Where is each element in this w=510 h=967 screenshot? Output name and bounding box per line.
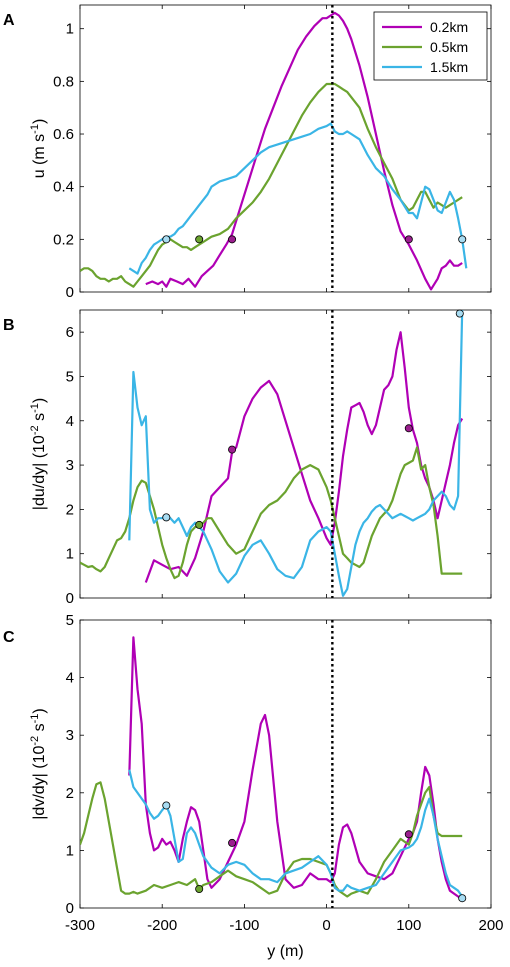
y-tick-label: 6 xyxy=(66,324,74,341)
series-group xyxy=(80,310,464,597)
y-tick-label: 3 xyxy=(66,727,74,744)
y-tick-label: 0 xyxy=(66,900,74,917)
axes-box xyxy=(79,4,492,293)
y-axis-label-unit: s xyxy=(31,723,48,735)
series-line-0p5km xyxy=(80,446,463,580)
y-axis-label-main: u (m s xyxy=(31,134,48,178)
data-marker xyxy=(404,830,413,839)
y-tick-label: 5 xyxy=(66,612,74,629)
y-tick-label: 0 xyxy=(66,590,74,607)
x-axis-label: y (m) xyxy=(267,943,303,960)
x-tick-label: -100 xyxy=(229,917,259,934)
y-tick-label: 3 xyxy=(66,457,74,474)
panel-label: A xyxy=(3,12,15,29)
data-marker xyxy=(195,884,204,893)
series-line-0p2km xyxy=(144,331,464,583)
y-axis-label: |du/dy| (10-2 s-1) xyxy=(29,398,48,510)
series-line-1p5km xyxy=(128,122,468,275)
x-tick-label: -300 xyxy=(65,917,95,934)
data-marker xyxy=(404,235,413,244)
y-axis-label-unit: s xyxy=(31,413,48,425)
data-marker xyxy=(455,309,464,318)
x-tick-label: 100 xyxy=(396,917,421,934)
data-marker xyxy=(228,445,237,454)
data-marker xyxy=(404,424,413,433)
data-marker xyxy=(458,894,467,903)
data-marker xyxy=(162,235,171,244)
x-tick-label: 0 xyxy=(322,917,330,934)
y-tick-label: 2 xyxy=(66,785,74,802)
y-tick-label: 4 xyxy=(66,413,74,430)
series-line-1p5km xyxy=(128,769,464,898)
y-axis-label-exponent: -2 xyxy=(29,736,41,746)
y-tick-label: 0 xyxy=(66,284,74,301)
y-axis-label: |dv/dy| (10-2 s-1) xyxy=(29,708,48,819)
y-tick-label: 1 xyxy=(66,21,74,38)
legend-label: 0.2km xyxy=(430,19,468,35)
y-axis-label-exponent: -1 xyxy=(29,124,41,134)
y-axis-label-main: |dv/dy| (10 xyxy=(31,746,48,820)
series-line-1p5km xyxy=(128,310,464,597)
y-tick-label: 1 xyxy=(66,842,74,859)
series-group xyxy=(80,11,468,291)
series-line-0p5km xyxy=(80,781,463,898)
x-tick-label: 200 xyxy=(478,917,503,934)
panel-c: 0 1 2 3 4 5 -300 -200 -100 0 100 200 y (m) |dv/dy| (1… xyxy=(3,612,504,960)
y-axis-label-main: |du/dy| (10 xyxy=(31,435,48,510)
series-group xyxy=(80,636,464,901)
y-axis-label-tail: ) xyxy=(31,398,48,403)
y-tick-label: 1 xyxy=(66,546,74,563)
data-marker xyxy=(162,513,171,522)
data-marker xyxy=(228,235,237,244)
panel-b: 0 1 2 3 4 5 6 |du/dy| (10-2 s-1) B xyxy=(3,309,492,607)
y-tick-label: 2 xyxy=(66,501,74,518)
series-line-0p2km xyxy=(145,11,463,291)
data-marker xyxy=(458,235,467,244)
axes-box xyxy=(79,619,492,909)
y-tick-label: 0.2 xyxy=(53,231,74,248)
legend-label: 0.5km xyxy=(430,39,468,55)
y-axis-label-exponent-2: -1 xyxy=(29,714,41,724)
x-tick-label: -200 xyxy=(147,917,177,934)
y-tick-label: 0.4 xyxy=(53,179,74,196)
panel-a: 0 0.2 0.4 0.6 0.8 1 u (m s-1) A 0.2km 0.5km 1.5km xyxy=(3,4,492,301)
legend-label: 1.5km xyxy=(430,59,468,75)
y-axis-label: u (m s-1) xyxy=(29,119,48,179)
axes-box xyxy=(79,309,492,599)
y-tick-label: 0.6 xyxy=(53,126,74,143)
data-marker xyxy=(162,801,171,810)
y-axis-label-tail: ) xyxy=(31,119,48,124)
y-axis-label-tail: ) xyxy=(31,708,48,713)
data-marker xyxy=(228,838,237,847)
panel-label: B xyxy=(3,317,15,334)
panel-label: C xyxy=(3,629,15,646)
data-marker xyxy=(195,520,204,529)
y-axis-label-exponent: -2 xyxy=(29,425,41,435)
y-tick-label: 5 xyxy=(66,368,74,385)
y-tick-label: 0.8 xyxy=(53,73,74,90)
y-tick-label: 4 xyxy=(66,670,74,687)
data-marker xyxy=(195,235,204,244)
series-line-0p2km xyxy=(128,636,463,901)
series-line-0p5km xyxy=(80,82,463,288)
y-axis-label-exponent-2: -1 xyxy=(29,403,41,413)
legend: 0.2km 0.5km 1.5km xyxy=(373,11,488,81)
